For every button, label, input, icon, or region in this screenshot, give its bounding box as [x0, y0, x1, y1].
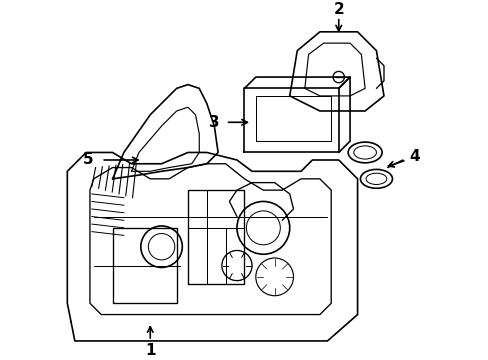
Text: 3: 3: [208, 115, 219, 130]
Text: 1: 1: [145, 343, 155, 358]
Text: 4: 4: [408, 149, 419, 164]
Text: 2: 2: [333, 2, 344, 17]
Text: 5: 5: [82, 153, 93, 167]
